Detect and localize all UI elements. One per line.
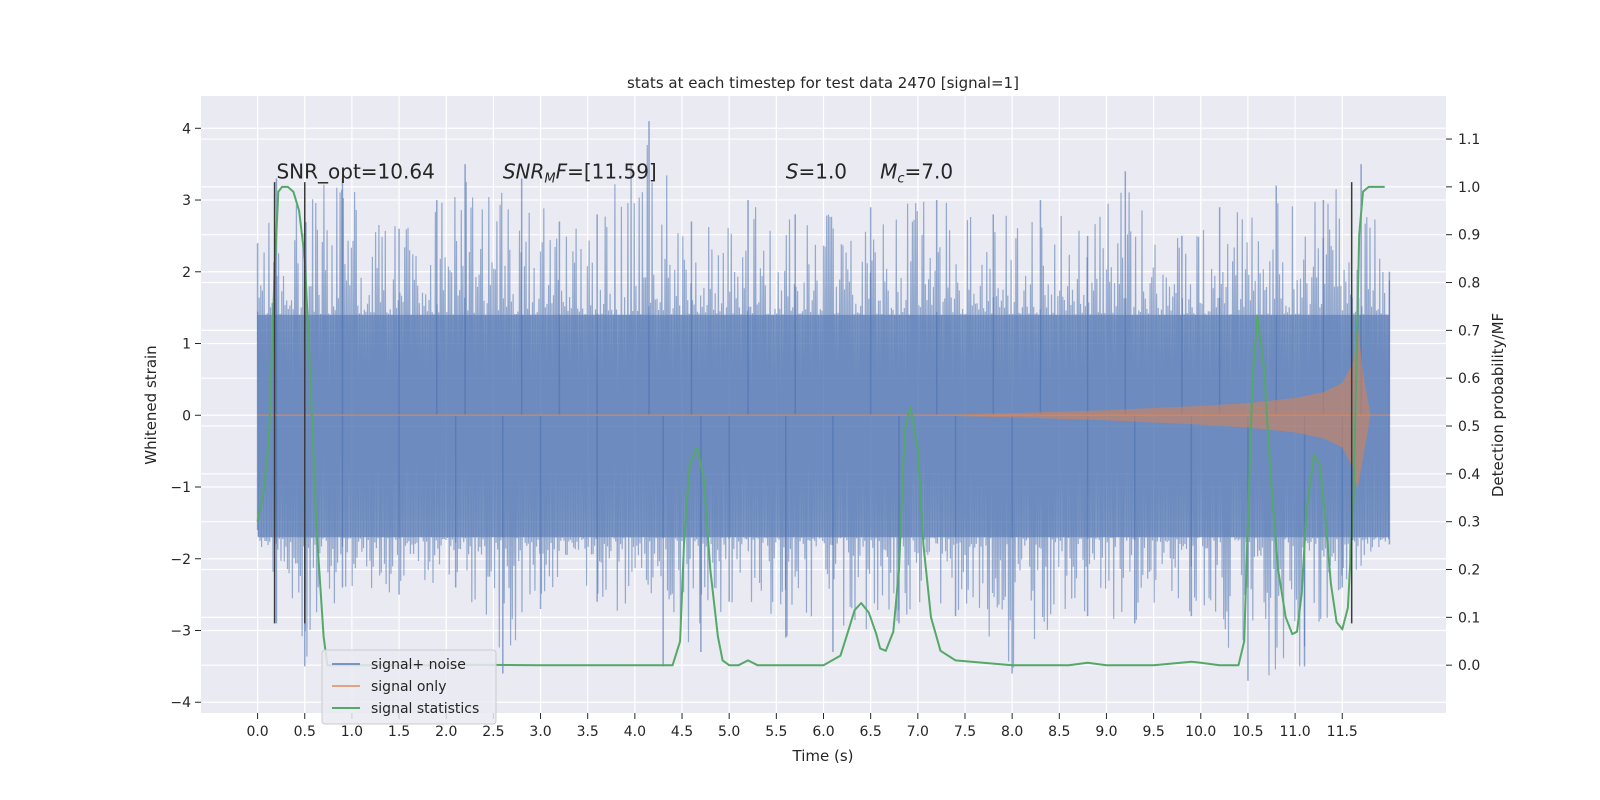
annotations: SNR_opt=10.64 SNRMF=[11.59] S=1.0 Mc=7.0	[276, 160, 953, 187]
y-tick-label: 1	[182, 337, 191, 353]
marker-lines	[273, 182, 1353, 624]
x-tick-label: 3.5	[577, 724, 599, 740]
y-right-tick-label: 0.6	[1458, 371, 1480, 387]
series-signal-noise	[256, 121, 1391, 681]
x-tick-label: 5.0	[718, 724, 740, 740]
x-tick-label: 4.5	[671, 724, 693, 740]
x-tick-label: 8.0	[1001, 724, 1023, 740]
x-tick-label: 7.5	[954, 724, 976, 740]
y-right-tick-label: 0.1	[1458, 610, 1480, 626]
y-right-tick-label: 0.4	[1458, 467, 1480, 483]
y-tick-label: 0	[182, 408, 191, 424]
legend-label: signal only	[371, 679, 446, 695]
y-tick-label: 4	[182, 121, 191, 137]
x-tick-label: 10.0	[1185, 724, 1216, 740]
axis-ticks: 0.0 0.5 1.0 1.5 2.0 2.5 3.0 3.5 4.0 4.5 5.0 5.5 6.0 6…	[170, 121, 1480, 740]
x-tick-label: 0.5	[294, 724, 316, 740]
x-tick-label: 0.0	[246, 724, 268, 740]
x-tick-label: 3.0	[529, 724, 551, 740]
x-tick-label: 6.5	[860, 724, 882, 740]
y-right-tick-label: 0.8	[1458, 276, 1480, 292]
chart-title: stats at each timestep for test data 247…	[627, 74, 1019, 92]
y-axis-label: Whitened strain	[142, 345, 160, 464]
y-right-tick-label: 0.3	[1458, 515, 1480, 531]
series-signal-only	[257, 322, 1390, 491]
y-right-axis-label: Detection probability/MF	[1489, 313, 1507, 497]
x-tick-label: 11.5	[1327, 724, 1358, 740]
legend-label: signal+ noise	[371, 657, 466, 673]
noise-trace	[257, 144, 1390, 676]
x-tick-label: 9.5	[1142, 724, 1164, 740]
x-tick-label: 9.0	[1095, 724, 1117, 740]
x-tick-label: 2.0	[435, 724, 457, 740]
annotation-text: S=1.0	[786, 160, 847, 184]
x-tick-label: 11.0	[1280, 724, 1311, 740]
y-tick-label: −4	[170, 695, 191, 711]
y-tick-label: 3	[182, 193, 191, 209]
x-tick-label: 6.0	[812, 724, 834, 740]
y-tick-label: −3	[170, 623, 191, 639]
x-tick-label: 2.5	[482, 724, 504, 740]
legend-box	[321, 649, 497, 725]
y-right-tick-label: 0.7	[1458, 323, 1480, 339]
x-tick-label: 4.0	[624, 724, 646, 740]
x-axis-label: Time (s)	[792, 747, 854, 765]
y-right-tick-label: 1.0	[1458, 180, 1480, 196]
y-tick-label: 2	[182, 265, 191, 281]
annotation-text: SNRMF=[11.59]	[503, 160, 657, 187]
y-right-tick-label: 0.2	[1458, 563, 1480, 579]
x-tick-label: 7.0	[907, 724, 929, 740]
x-tick-label: 8.5	[1048, 724, 1070, 740]
y-right-tick-label: 0.0	[1458, 658, 1480, 674]
y-right-tick-label: 0.5	[1458, 419, 1480, 435]
y-right-tick-label: 0.9	[1458, 228, 1480, 244]
legend-label: signal statistics	[371, 701, 479, 717]
y-tick-label: −2	[170, 552, 191, 568]
annotation-text: SNR_opt=10.64	[276, 160, 434, 184]
y-tick-label: −1	[170, 480, 191, 496]
x-tick-label: 1.5	[388, 724, 410, 740]
annotation-text: Mc=7.0	[880, 160, 953, 187]
x-tick-label: 1.0	[341, 724, 363, 740]
x-tick-label: 5.5	[765, 724, 787, 740]
legend: signal+ noise signal only signal statistic…	[321, 649, 497, 725]
y-right-tick-label: 1.1	[1458, 132, 1480, 148]
x-tick-label: 10.5	[1232, 724, 1263, 740]
